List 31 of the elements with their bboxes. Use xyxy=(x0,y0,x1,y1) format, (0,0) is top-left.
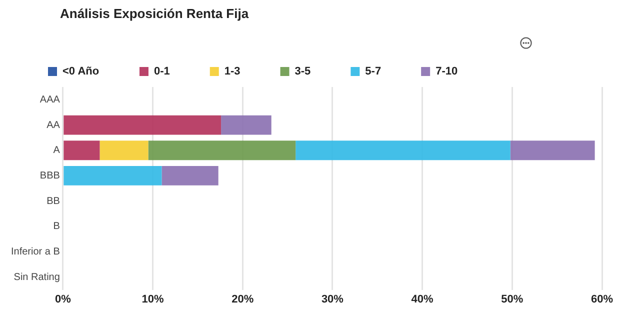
y-tick-label: BBB xyxy=(40,170,60,182)
legend-label: <0 Año xyxy=(62,66,100,78)
bar xyxy=(510,140,595,160)
legend-label: 7-10 xyxy=(436,66,458,78)
x-tick-label: 50% xyxy=(501,293,524,306)
bar xyxy=(64,140,100,160)
legend-label: 1-3 xyxy=(224,66,240,78)
legend-label: 5-7 xyxy=(365,66,382,78)
chart-title: Análisis Exposición Renta Fija xyxy=(60,6,249,21)
y-tick-label: Sin Rating xyxy=(14,272,60,283)
bar xyxy=(296,140,510,160)
y-tick-label: Inferior a B xyxy=(10,246,60,258)
bar xyxy=(162,166,218,186)
y-tick-label: B xyxy=(53,221,60,232)
bar xyxy=(148,140,296,160)
x-tick-label: 40% xyxy=(411,293,434,306)
x-tick-label: 60% xyxy=(590,293,614,306)
x-tick-label: 0% xyxy=(54,293,72,306)
bar xyxy=(221,115,272,135)
x-tick-label: 20% xyxy=(232,293,254,306)
y-tick-label: A xyxy=(53,145,60,156)
x-tick-label: 30% xyxy=(321,293,344,306)
bar xyxy=(64,115,222,135)
y-tick-label: AA xyxy=(46,120,60,131)
x-tick-label: 10% xyxy=(142,293,164,306)
y-tick-label: BB xyxy=(46,196,60,207)
bar xyxy=(100,140,148,160)
bar xyxy=(64,166,162,186)
legend-label: 3-5 xyxy=(294,66,311,78)
legend-label: 0-1 xyxy=(154,66,170,78)
y-tick-label: AAA xyxy=(40,94,60,106)
